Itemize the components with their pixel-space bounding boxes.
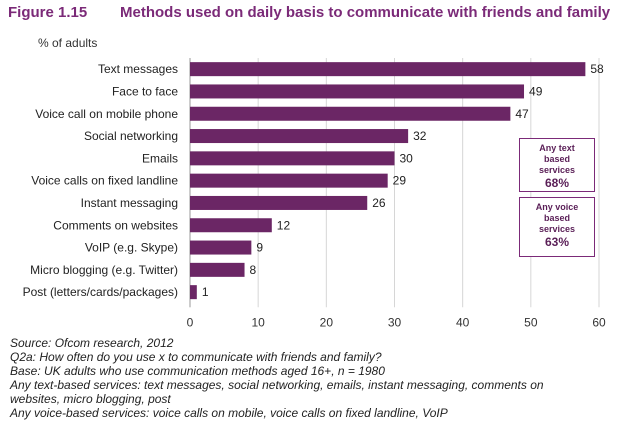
note-voice-services: Any voice-based services: voice calls on… (10, 406, 448, 420)
note-base: Base: UK adults who use communication me… (10, 364, 385, 378)
category-label: Voice calls on fixed landline (31, 174, 178, 188)
category-label: Instant messaging (81, 196, 178, 210)
callout-voice-value: 63% (544, 235, 570, 249)
category-label: Micro blogging (e.g. Twitter) (30, 263, 178, 277)
callout-any-text-services: Any text based services 68% (519, 138, 595, 192)
note-source: Source: Ofcom research, 2012 (10, 336, 174, 350)
bar (190, 129, 409, 144)
bar (190, 218, 272, 233)
data-label: 58 (590, 62, 604, 76)
bar (190, 195, 368, 210)
data-label: 1 (202, 285, 209, 299)
category-label: Emails (142, 151, 178, 165)
bar (190, 151, 395, 166)
note-text-services-cont: websites, micro blogging, post (10, 392, 171, 406)
bar (190, 62, 586, 77)
category-label: Comments on websites (53, 218, 178, 232)
data-label: 30 (400, 151, 414, 165)
y-axis-unit-label: % of adults (38, 36, 98, 50)
bar (190, 106, 511, 121)
x-tick-label: 30 (388, 315, 402, 329)
bar (190, 173, 388, 188)
callout-voice-label: Any voice based services (535, 202, 579, 234)
data-label: 29 (393, 174, 407, 188)
figure-label: Figure 1.15 (8, 4, 88, 21)
callout-text-value: 68% (544, 176, 570, 190)
note-text-services: Any text-based services: text messages, … (10, 378, 544, 392)
data-label: 26 (372, 196, 386, 210)
bar (190, 285, 197, 300)
callout-any-voice-services: Any voice based services 63% (519, 197, 595, 257)
category-label: Voice call on mobile phone (35, 107, 178, 121)
bar (190, 240, 252, 255)
bar (190, 84, 525, 99)
x-tick-label: 50 (524, 315, 538, 329)
category-label: VoIP (e.g. Skype) (85, 241, 178, 255)
note-question: Q2a: How often do you use x to communica… (10, 350, 382, 364)
data-label: 32 (413, 129, 427, 143)
data-label: 47 (515, 107, 529, 121)
data-label: 49 (529, 84, 543, 98)
bar-chart: 0 10 20 30 40 50 60 Text messages 58 Face to face… (23, 58, 606, 329)
data-label: 9 (256, 241, 263, 255)
x-tick-label: 60 (592, 315, 606, 329)
category-label: Text messages (98, 62, 178, 76)
figure-header: Figure 1.15 Methods used on daily basis … (8, 4, 634, 26)
bar (190, 262, 245, 277)
x-tick-label: 40 (456, 315, 470, 329)
figure-notes: Source: Ofcom research, 2012 Q2a: How of… (10, 336, 632, 420)
data-label: 12 (277, 218, 291, 232)
callout-text-label: Any text based services (538, 143, 576, 175)
category-label: Social networking (84, 129, 178, 143)
x-tick-label: 0 (187, 315, 194, 329)
category-label: Face to face (112, 84, 178, 98)
x-tick-label: 10 (251, 315, 265, 329)
data-label: 8 (250, 263, 257, 277)
x-tick-label: 20 (320, 315, 334, 329)
chart-title: Methods used on daily basis to communica… (120, 4, 611, 21)
category-label: Post (letters/cards/packages) (23, 285, 178, 299)
